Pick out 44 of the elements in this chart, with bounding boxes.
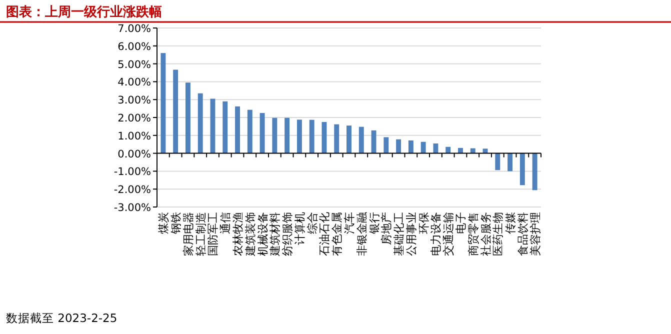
y-tick-label: 7.00% <box>118 23 152 35</box>
x-tick-label: 房地产 <box>380 212 394 245</box>
y-tick-label: -1.00% <box>114 166 152 178</box>
x-tick-label: 交通运输 <box>442 212 456 256</box>
title: 图表：上周一级行业涨跌幅 <box>6 5 162 20</box>
y-tick-label: -3.00% <box>114 202 152 214</box>
x-tick-label: 轻工制造 <box>194 212 208 256</box>
x-tick-label: 计算机 <box>293 212 306 245</box>
x-tick-label: 电子 <box>454 212 468 234</box>
x-tick-label: 电力设备 <box>430 212 443 256</box>
x-tick-label: 钢铁 <box>170 212 183 235</box>
x-tick-label: 建筑材料 <box>268 212 282 257</box>
x-tick-label: 通信 <box>219 212 232 234</box>
y-tick-label: 2.00% <box>118 112 152 124</box>
x-tick-label: 石油石化 <box>318 212 332 256</box>
y-tick-label: 4.00% <box>118 76 152 89</box>
x-tick-label: 传媒 <box>504 212 518 234</box>
x-tick-label: 国防军工 <box>206 212 220 256</box>
x-tick-label: 基础化工 <box>392 212 406 256</box>
x-tick-label: 煤炭 <box>157 212 170 234</box>
x-tick-label: 非银金融 <box>355 212 368 256</box>
x-tick-label: 公用事业 <box>404 212 418 256</box>
x-tick-label: 机械设备 <box>256 212 270 256</box>
x-tick-label: 汽车 <box>343 212 356 234</box>
x-tick-label: 医药生物 <box>492 212 505 256</box>
x-tick-label: 建筑装饰 <box>244 212 257 257</box>
y-tick-label: 1.00% <box>118 130 152 142</box>
x-tick-label: 纺织服饰 <box>281 212 294 256</box>
y-tick-label: -2.00% <box>114 184 152 196</box>
text: 数据截至 2023-2-25 <box>6 311 118 325</box>
y-tick-label: 5.00% <box>118 58 152 71</box>
y-tick-label: 0.00% <box>118 148 152 160</box>
x-tick-label: 综合 <box>306 212 319 234</box>
y-tick-label: 6.00% <box>118 40 152 53</box>
x-tick-label: 社会服务 <box>479 212 492 256</box>
x-tick-label: 环保 <box>417 212 430 234</box>
x-tick-label: 农林牧渔 <box>232 212 245 256</box>
x-tick-label: 美容护理 <box>528 212 542 256</box>
x-tick-label: 食品饮料 <box>516 212 530 256</box>
x-tick-label: 商贸零售 <box>466 212 480 256</box>
y-tick-label: 3.00% <box>118 94 152 107</box>
x-tick-label: 家用电器 <box>182 212 195 256</box>
x-tick-label: 银行 <box>368 212 381 235</box>
x-tick-label: 有色金属 <box>330 212 344 256</box>
